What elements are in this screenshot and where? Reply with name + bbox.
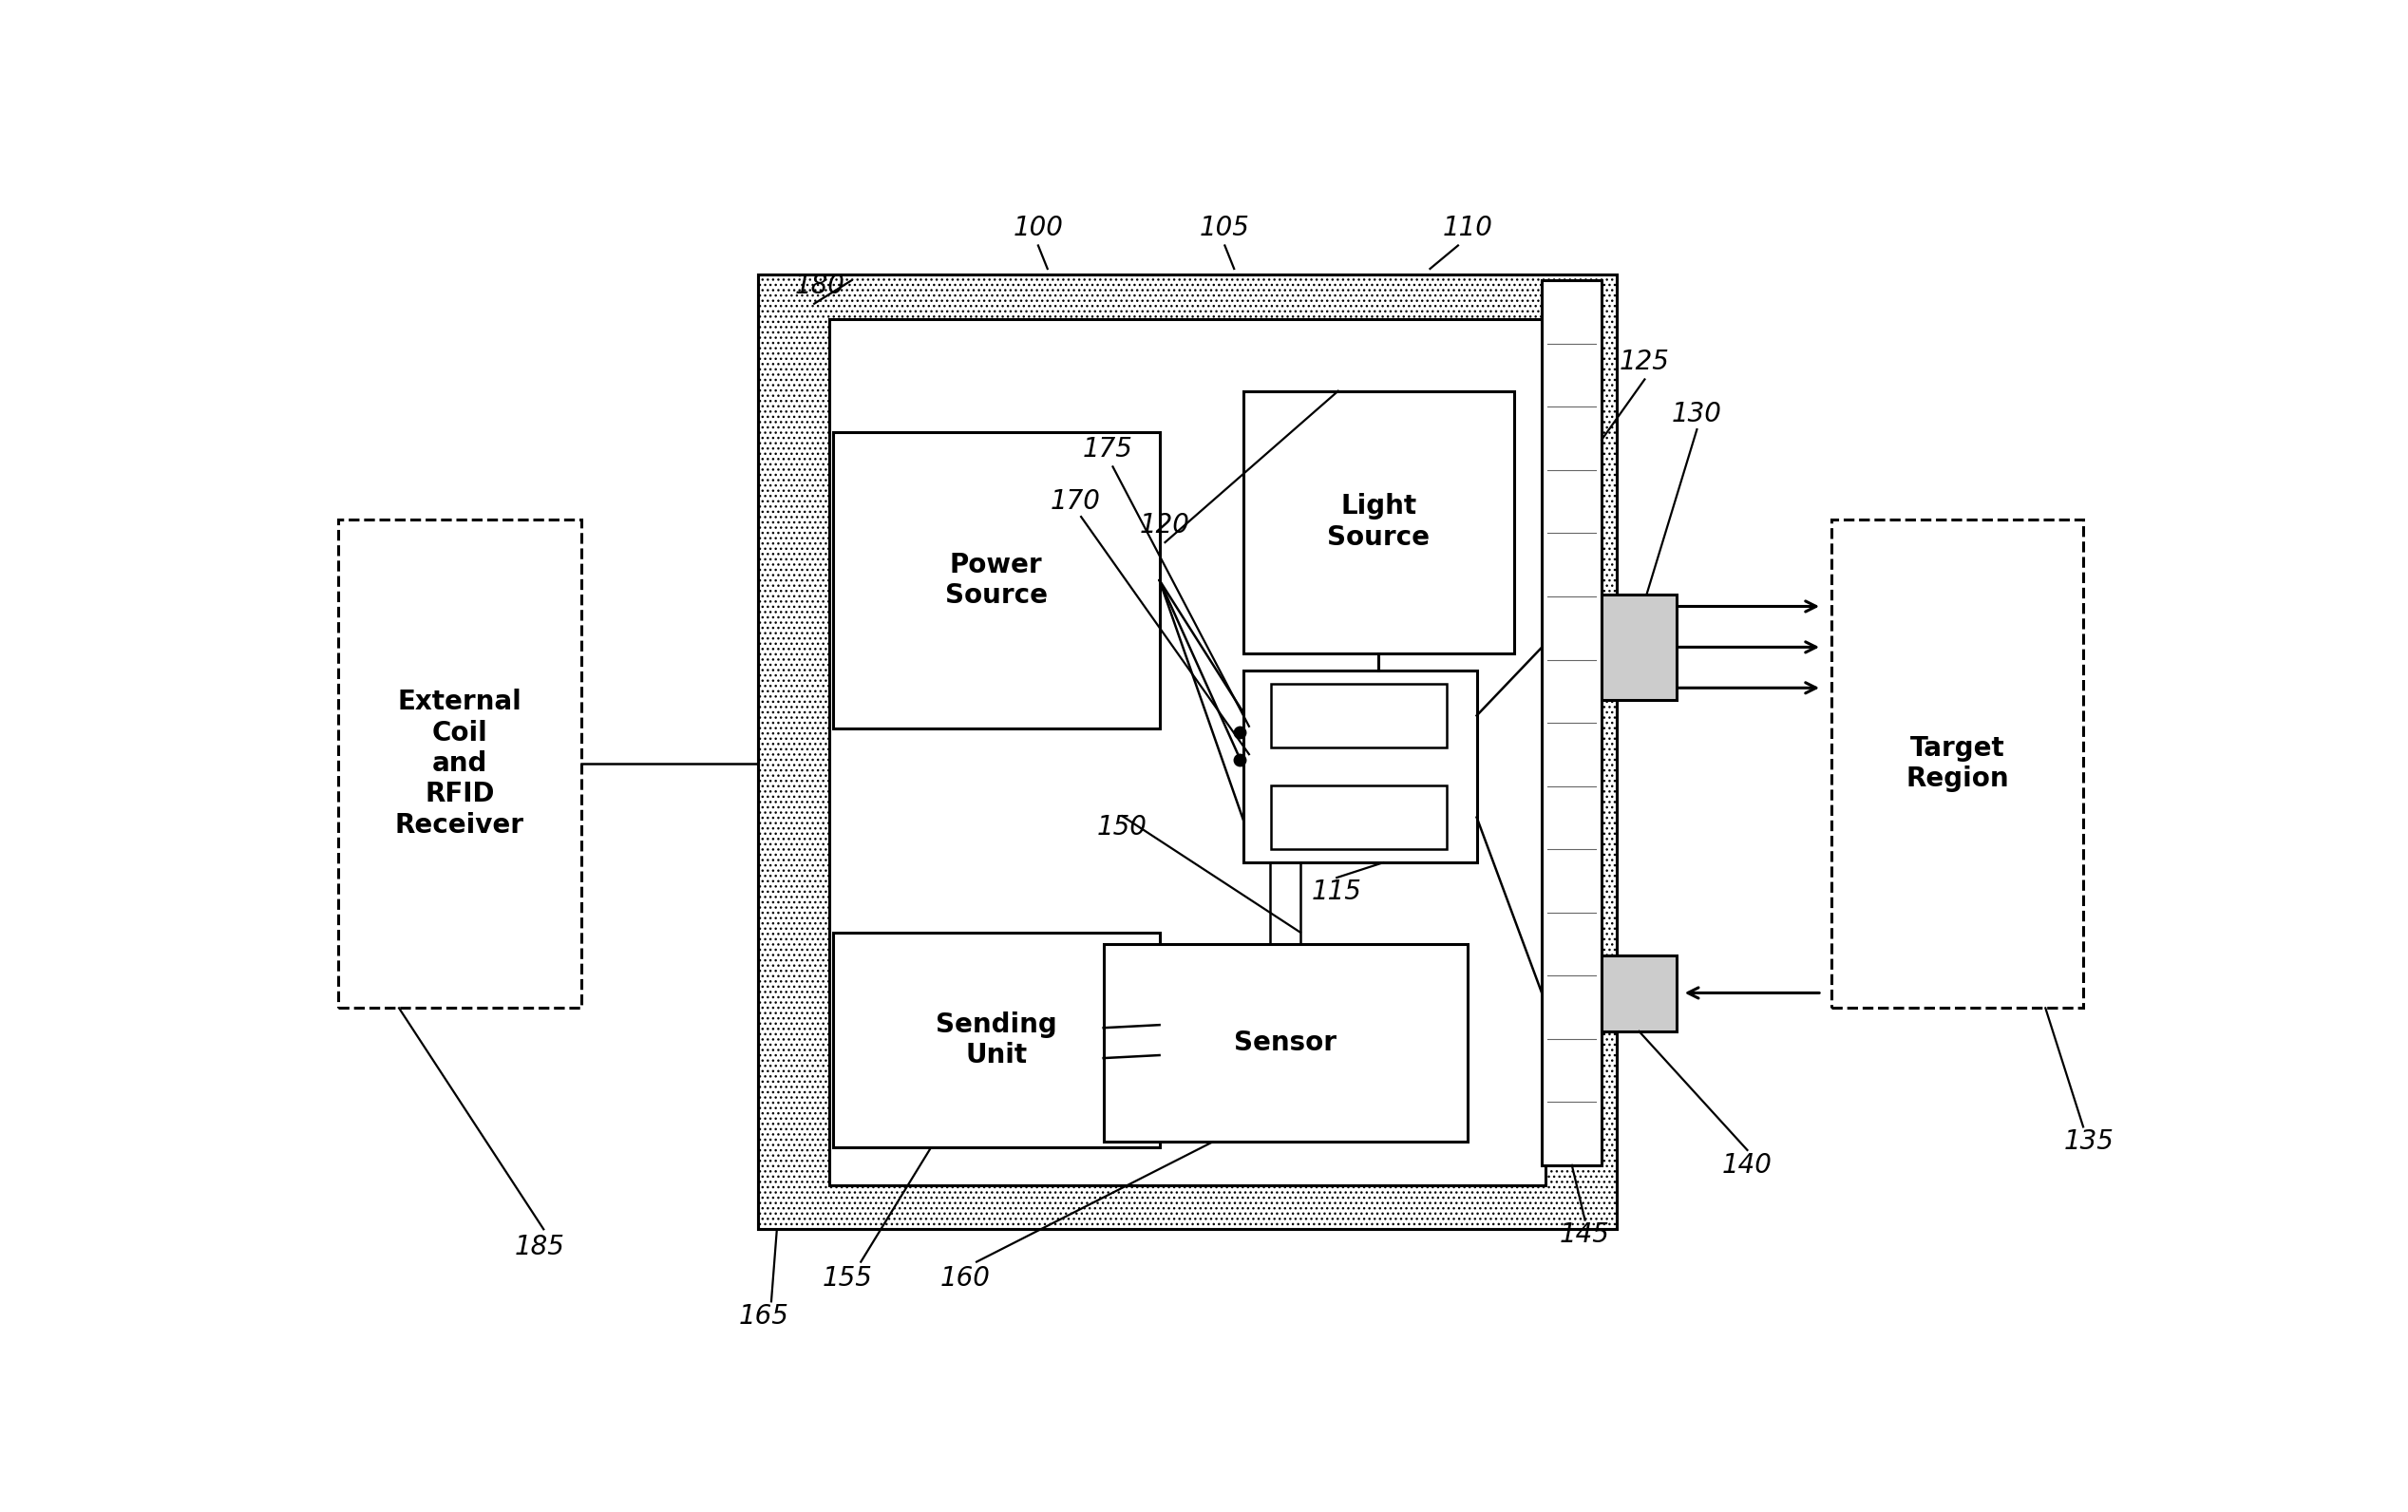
- Bar: [1601, 956, 1676, 1031]
- Text: 110: 110: [1442, 215, 1493, 242]
- Bar: [1103, 943, 1466, 1142]
- Bar: [828, 319, 1546, 1185]
- Text: 140: 140: [1722, 1152, 1772, 1178]
- Bar: [1271, 786, 1447, 850]
- Text: 170: 170: [1050, 488, 1100, 516]
- Text: Sending
Unit: Sending Unit: [934, 1012, 1057, 1069]
- Text: 125: 125: [1621, 349, 1669, 375]
- Text: 180: 180: [795, 274, 845, 299]
- Bar: [1830, 519, 2083, 1009]
- Bar: [1601, 594, 1676, 700]
- Text: 135: 135: [2064, 1128, 2114, 1155]
- Text: 130: 130: [1671, 401, 1722, 428]
- Bar: [1271, 683, 1447, 747]
- Text: 115: 115: [1312, 878, 1363, 904]
- Text: Sensor: Sensor: [1235, 1030, 1336, 1057]
- Text: 165: 165: [739, 1303, 790, 1331]
- Bar: [759, 275, 1616, 1229]
- Text: Target
Region: Target Region: [1905, 735, 2008, 792]
- Bar: [833, 933, 1161, 1148]
- Text: Power
Source: Power Source: [944, 552, 1047, 609]
- Bar: [828, 319, 1546, 1185]
- Text: 145: 145: [1560, 1222, 1611, 1249]
- Text: 105: 105: [1199, 215, 1250, 242]
- Bar: [1243, 392, 1515, 653]
- Bar: [759, 275, 1616, 1229]
- Bar: [1541, 280, 1601, 1166]
- Bar: [833, 432, 1161, 729]
- Text: Light
Source: Light Source: [1327, 493, 1430, 550]
- Text: 100: 100: [1014, 215, 1064, 242]
- Text: External
Coil
and
RFID
Receiver: External Coil and RFID Receiver: [395, 689, 525, 838]
- Bar: [337, 519, 580, 1009]
- Text: 175: 175: [1081, 435, 1132, 463]
- Text: 120: 120: [1139, 511, 1190, 538]
- Text: 155: 155: [824, 1266, 874, 1291]
- Text: 185: 185: [515, 1234, 566, 1259]
- Text: 160: 160: [939, 1266, 990, 1291]
- Bar: [1243, 670, 1476, 862]
- Text: 150: 150: [1098, 815, 1146, 841]
